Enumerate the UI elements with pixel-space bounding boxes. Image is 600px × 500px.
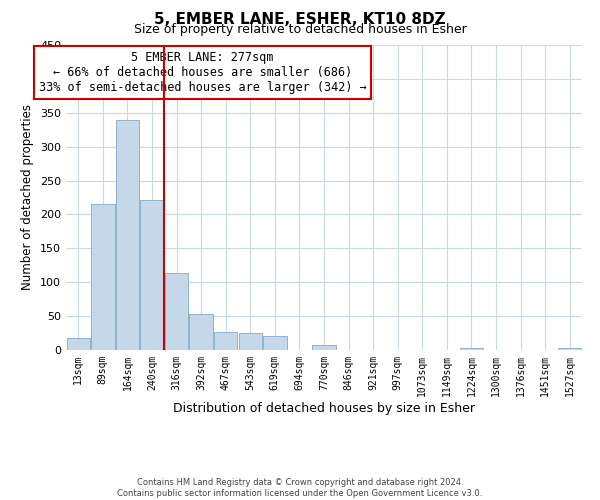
Bar [190,314,213,350]
Bar [460,348,483,350]
Text: Contains HM Land Registry data © Crown copyright and database right 2024.
Contai: Contains HM Land Registry data © Crown c… [118,478,482,498]
X-axis label: Distribution of detached houses by size in Esher: Distribution of detached houses by size … [173,402,475,414]
Bar [116,120,139,350]
Bar [313,344,335,350]
Text: 5 EMBER LANE: 277sqm
← 66% of detached houses are smaller (686)
33% of semi-deta: 5 EMBER LANE: 277sqm ← 66% of detached h… [39,51,367,94]
Bar [165,274,188,350]
Y-axis label: Number of detached properties: Number of detached properties [22,104,34,290]
Bar [263,336,287,350]
Text: Size of property relative to detached houses in Esher: Size of property relative to detached ho… [134,22,466,36]
Bar [214,332,238,350]
Bar [239,333,262,350]
Text: 5, EMBER LANE, ESHER, KT10 8DZ: 5, EMBER LANE, ESHER, KT10 8DZ [154,12,446,28]
Bar [558,348,581,350]
Bar [67,338,90,350]
Bar [91,204,115,350]
Bar [140,200,164,350]
